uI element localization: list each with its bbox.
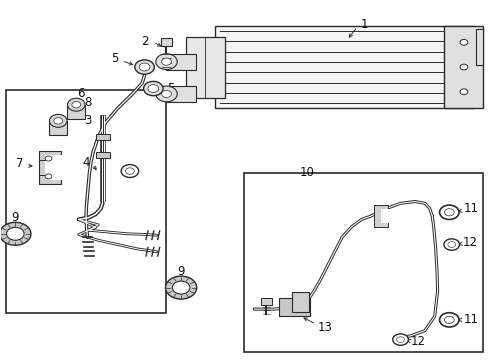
Bar (166, 86, 195, 102)
Bar (373, 205, 387, 226)
Bar (39, 151, 61, 184)
Circle shape (439, 313, 458, 327)
Text: 6: 6 (77, 87, 85, 100)
Circle shape (156, 54, 177, 69)
Text: 3: 3 (83, 114, 91, 127)
Circle shape (143, 81, 163, 96)
Circle shape (444, 209, 453, 216)
Circle shape (45, 174, 52, 179)
Text: 11: 11 (463, 202, 478, 215)
Bar (49, 121, 67, 135)
Circle shape (459, 40, 467, 45)
Bar (185, 37, 224, 98)
Bar (260, 298, 272, 305)
Text: 12: 12 (409, 335, 425, 348)
Bar (244, 173, 483, 352)
Circle shape (459, 89, 467, 95)
Bar (67, 105, 85, 119)
Circle shape (165, 276, 196, 299)
Bar (96, 152, 110, 158)
Bar (215, 26, 473, 108)
Text: 5: 5 (166, 82, 174, 95)
Text: 9: 9 (177, 265, 184, 278)
Circle shape (148, 85, 158, 93)
Text: 2: 2 (141, 35, 148, 49)
Bar (166, 54, 195, 69)
Circle shape (459, 64, 467, 70)
Text: 13: 13 (317, 320, 332, 333)
Text: 4: 4 (82, 156, 90, 168)
Circle shape (443, 239, 459, 250)
Bar (5, 90, 166, 313)
Circle shape (447, 242, 455, 247)
Text: 10: 10 (299, 166, 314, 179)
Circle shape (125, 168, 134, 174)
Circle shape (67, 98, 85, 111)
Circle shape (121, 165, 139, 177)
Circle shape (72, 102, 81, 108)
Text: 7: 7 (17, 157, 24, 170)
Text: 12: 12 (462, 236, 476, 249)
Circle shape (444, 316, 453, 323)
Text: 8: 8 (83, 96, 91, 109)
Bar (44, 155, 64, 180)
Circle shape (172, 281, 189, 294)
Circle shape (45, 156, 52, 161)
Circle shape (161, 90, 171, 98)
Text: 11: 11 (463, 312, 478, 326)
Bar (380, 209, 390, 223)
Circle shape (139, 63, 150, 71)
Circle shape (392, 334, 407, 345)
Text: 1: 1 (360, 18, 367, 31)
Text: 5: 5 (111, 51, 119, 64)
Circle shape (135, 60, 154, 74)
Circle shape (439, 205, 458, 220)
Circle shape (6, 227, 24, 240)
Circle shape (156, 86, 177, 102)
Bar (444, 26, 483, 108)
Circle shape (161, 58, 171, 65)
Circle shape (396, 337, 404, 342)
Circle shape (49, 114, 67, 127)
Bar (291, 292, 309, 312)
Circle shape (54, 118, 62, 124)
Text: 9: 9 (12, 211, 19, 224)
Bar (96, 134, 110, 140)
Bar (475, 30, 483, 65)
Bar (278, 298, 310, 316)
Circle shape (0, 222, 31, 245)
Bar (160, 38, 172, 45)
